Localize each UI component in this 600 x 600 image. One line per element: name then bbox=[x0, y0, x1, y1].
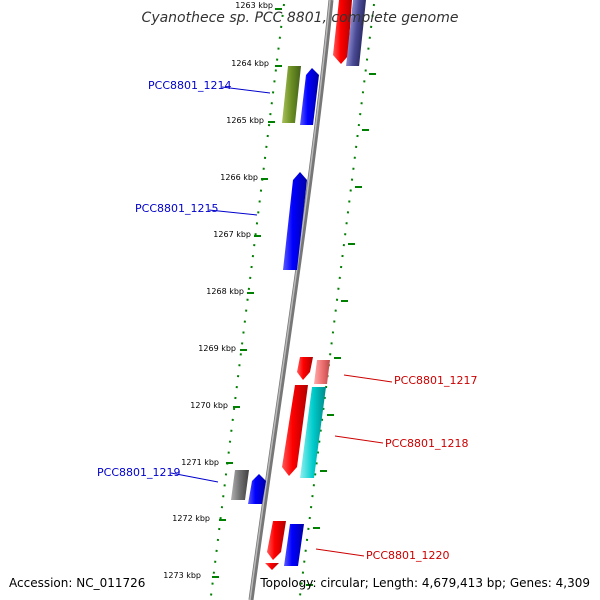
leader-pcc8801-1217 bbox=[343, 374, 393, 383]
gene-pcc8801-1217-pink[interactable] bbox=[314, 360, 330, 384]
gene-label-pcc8801-1218[interactable]: PCC8801_1218 bbox=[385, 437, 468, 450]
gene-label-pcc8801-1220[interactable]: PCC8801_1220 bbox=[366, 549, 449, 562]
gene-label-pcc8801-1217[interactable]: PCC8801_1217 bbox=[394, 374, 477, 387]
gene-small-red-marker[interactable] bbox=[265, 563, 279, 570]
gene-labels: PCC8801_1214 PCC8801_1215 PCC8801_1219 P… bbox=[97, 79, 477, 562]
genome-backbone bbox=[248, 0, 334, 600]
tick-label: 1271 kbp bbox=[181, 458, 219, 467]
tick-label: 1268 kbp bbox=[206, 287, 244, 296]
gene-pcc8801-1219-arrow[interactable] bbox=[248, 474, 266, 504]
dotted-track-left bbox=[210, 3, 285, 597]
tick-label: 1264 kbp bbox=[231, 59, 269, 68]
gene-pcc8801-1218-cyan[interactable] bbox=[300, 387, 326, 478]
gene-pcc8801-1215-arrow[interactable] bbox=[283, 172, 307, 270]
tick-label: 1266 kbp bbox=[220, 173, 258, 182]
gene-pcc8801-1220-blue[interactable] bbox=[284, 524, 304, 566]
tick-label: 1273 kbp bbox=[163, 571, 201, 580]
gene-label-pcc8801-1215[interactable]: PCC8801_1215 bbox=[135, 202, 218, 215]
tick-label: 1270 kbp bbox=[190, 401, 228, 410]
tick-label: 1269 kbp bbox=[198, 344, 236, 353]
gene-arrow-red[interactable] bbox=[333, 0, 352, 64]
tick-marks bbox=[212, 8, 376, 586]
map-title: Cyanothece sp. PCC 8801, complete genome bbox=[141, 10, 459, 26]
gene-pcc8801-1214-arrow[interactable] bbox=[300, 68, 319, 125]
gene-navy[interactable] bbox=[346, 0, 366, 66]
gene-pcc8801-1214-olive[interactable] bbox=[282, 66, 301, 123]
topology-summary: Topology: circular; Length: 4,679,413 bp… bbox=[260, 576, 590, 590]
genes[interactable] bbox=[231, 0, 366, 570]
tick-label: 1265 kbp bbox=[226, 116, 264, 125]
tick-labels: 1263 kbp 1264 kbp 1265 kbp 1266 kbp 1267… bbox=[163, 1, 273, 580]
leader-pcc8801-1215 bbox=[208, 209, 258, 216]
dotted-track-right bbox=[299, 3, 375, 597]
gene-pcc8801-1220-arrow-red[interactable] bbox=[267, 521, 286, 560]
gene-pcc8801-1219-grey[interactable] bbox=[231, 470, 249, 500]
gene-label-pcc8801-1219[interactable]: PCC8801_1219 bbox=[97, 466, 180, 479]
leader-pcc8801-1214 bbox=[221, 86, 271, 94]
leader-pcc8801-1219 bbox=[170, 472, 219, 483]
gene-pcc8801-1218-arrow[interactable] bbox=[282, 385, 308, 476]
accession-label: Accession: NC_011726 bbox=[9, 576, 146, 590]
tick-label: 1272 kbp bbox=[172, 514, 210, 523]
genome-backbone-highlight bbox=[249, 0, 331, 600]
gene-label-leaders bbox=[170, 86, 393, 557]
tick-label: 1267 kbp bbox=[213, 230, 251, 239]
leader-pcc8801-1218 bbox=[334, 435, 384, 444]
gene-label-pcc8801-1214[interactable]: PCC8801_1214 bbox=[148, 79, 231, 92]
tick-label: 1263 kbp bbox=[235, 1, 273, 10]
gene-pcc8801-1217-arrow[interactable] bbox=[297, 357, 313, 380]
leader-pcc8801-1220 bbox=[315, 548, 365, 557]
